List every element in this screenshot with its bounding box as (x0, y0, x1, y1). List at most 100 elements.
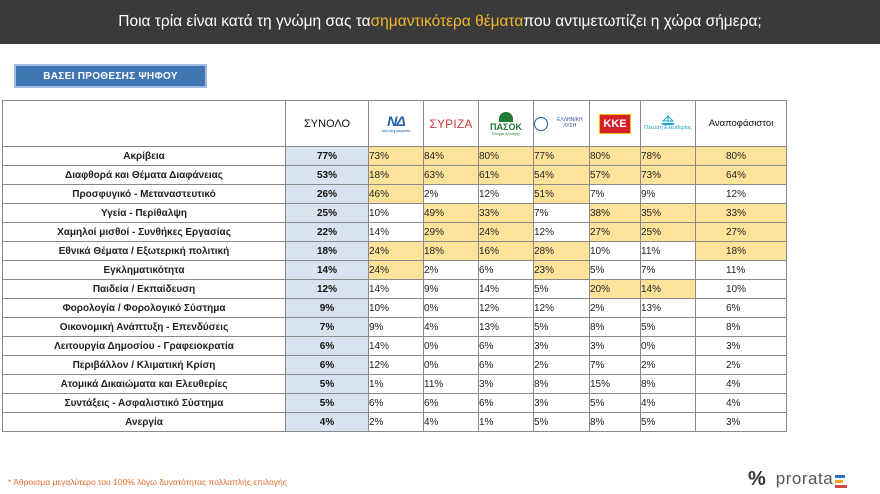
undecided-header: Αναποφάσιστοι (695, 100, 787, 147)
table-row: Εγκληματικότητα 14% 24% 2% 6% 23% 5% 7% 11% (2, 260, 787, 280)
nd-logo-sub: Νέα Δημοκρατία (381, 128, 411, 133)
elliniki-lysi-emblem-icon (534, 116, 548, 131)
value-cell: 6% (478, 355, 534, 375)
value-cell: 49% (423, 203, 479, 223)
value-cell: 78% (640, 146, 696, 166)
pasok-logo-icon: ΠΑΣΟΚ (490, 121, 522, 132)
value-cell: 61% (478, 165, 534, 185)
value-cell: 8% (640, 374, 696, 394)
total-cell: 7% (285, 317, 369, 337)
value-cell: 10% (368, 298, 424, 318)
value-cell: 18% (368, 165, 424, 185)
value-cell: 64% (695, 165, 787, 185)
value-cell: 77% (533, 146, 590, 166)
value-cell: 4% (695, 374, 787, 394)
value-cell: 3% (589, 336, 641, 356)
value-cell: 4% (423, 317, 479, 337)
table-row: Παιδεία / Εκπαίδευση 12% 14% 9% 14% 5% 20% 14% 1… (2, 279, 787, 299)
value-cell: 0% (423, 336, 479, 356)
value-cell: 12% (695, 184, 787, 204)
value-cell: 8% (589, 317, 641, 337)
brand-name: prorata (775, 469, 834, 488)
pasok-logo-sub: Κίνημα Αλλαγής (491, 130, 521, 136)
value-cell: 3% (533, 393, 590, 413)
value-cell: 28% (533, 241, 590, 261)
value-cell: 2% (589, 298, 641, 318)
brand-bars-icon (835, 474, 848, 488)
syriza-logo-icon: ΣΥΡΙΖΑ (429, 116, 473, 131)
value-cell: 5% (533, 412, 590, 432)
value-cell: 5% (589, 393, 641, 413)
table-row: Ακρίβεια 77% 73% 84% 80% 77% 80% 78% 80% (2, 146, 787, 166)
plefsi-logo-icon: Πλεύση Ελευθερίας (644, 125, 692, 132)
row-label: Περιβάλλον / Κλιματική Κρίση (2, 355, 286, 375)
value-cell: 2% (695, 355, 787, 375)
value-cell: 12% (478, 298, 534, 318)
row-label: Ακρίβεια (2, 146, 286, 166)
party-header-kke: ΚΚΕ (589, 100, 641, 147)
value-cell: 11% (640, 241, 696, 261)
total-cell: 5% (285, 374, 369, 394)
value-cell: 46% (368, 184, 424, 204)
value-cell: 12% (368, 355, 424, 375)
title-pre: Ποια τρία είναι κατά τη γνώμη σας τα (118, 13, 371, 30)
value-cell: 6% (478, 260, 534, 280)
table-row: Συντάξεις - Ασφαλιστικό Σύστημα 5% 6% 6% 6% 3… (2, 393, 787, 413)
nd-logo-icon: ΝΔ (387, 113, 405, 129)
value-cell: 4% (423, 412, 479, 432)
value-cell: 23% (533, 260, 590, 280)
value-cell: 5% (640, 317, 696, 337)
value-cell: 11% (695, 260, 787, 280)
value-cell: 24% (368, 260, 424, 280)
value-cell: 8% (695, 317, 787, 337)
row-label: Φορολογία / Φορολογικό Σύστημα (2, 298, 286, 318)
value-cell: 24% (368, 241, 424, 261)
value-cell: 25% (640, 222, 696, 242)
value-cell: 38% (589, 203, 641, 223)
value-cell: 18% (423, 241, 479, 261)
pasok-sun-icon (499, 111, 513, 122)
value-cell: 2% (368, 412, 424, 432)
value-cell: 2% (423, 184, 479, 204)
table-row: Οικονομική Ανάπτυξη - Επενδύσεις 7% 9% 4% 13… (2, 317, 787, 337)
value-cell: 6% (478, 393, 534, 413)
total-cell: 22% (285, 222, 369, 242)
table-row: Λειτουργία Δημοσίου - Γραφειοκρατία 6% 14%… (2, 336, 787, 356)
value-cell: 35% (640, 203, 696, 223)
footnote: * Άθροισμα μεγαλύτερο του 100% λόγω δυνα… (8, 477, 287, 487)
party-header-elliniki-lysi: ΕΛΛΗΝΙΚΗ ΛΥΣΗ (533, 100, 590, 147)
row-label: Παιδεία / Εκπαίδευση (2, 279, 286, 299)
value-cell: 3% (695, 336, 787, 356)
value-cell: 80% (695, 146, 787, 166)
prorata-logo: % prorata (748, 466, 848, 492)
table-header-row: ΣΥΝΟΛΟ ΝΔ Νέα Δημοκρατία ΣΥΡΙΖΑ ΠΑΣΟΚ Κί… (2, 100, 787, 147)
value-cell: 14% (368, 279, 424, 299)
value-cell: 51% (533, 184, 590, 204)
party-header-pasok: ΠΑΣΟΚ Κίνημα Αλλαγής (478, 100, 534, 147)
value-cell: 12% (478, 184, 534, 204)
total-cell: 25% (285, 203, 369, 223)
total-cell: 6% (285, 336, 369, 356)
total-cell: 26% (285, 184, 369, 204)
value-cell: 0% (640, 336, 696, 356)
value-cell: 33% (478, 203, 534, 223)
value-cell: 29% (423, 222, 479, 242)
total-cell: 53% (285, 165, 369, 185)
value-cell: 0% (423, 298, 479, 318)
row-label: Εγκληματικότητα (2, 260, 286, 280)
row-label: Υγεία - Περίθαλψη (2, 203, 286, 223)
value-cell: 7% (589, 355, 641, 375)
value-cell: 2% (423, 260, 479, 280)
value-cell: 5% (589, 260, 641, 280)
value-cell: 10% (589, 241, 641, 261)
row-label: Προσφυγικό - Μεταναστευτικό (2, 184, 286, 204)
value-cell: 15% (589, 374, 641, 394)
value-cell: 7% (640, 260, 696, 280)
row-label: Ατομικά Δικαιώματα και Ελευθερίες (2, 374, 286, 394)
vote-intention-basis-button[interactable]: ΒΑΣΕΙ ΠΡΟΘΕΣΗΣ ΨΗΦΟΥ (14, 64, 207, 88)
value-cell: 4% (640, 393, 696, 413)
value-cell: 14% (640, 279, 696, 299)
value-cell: 7% (589, 184, 641, 204)
value-cell: 6% (368, 393, 424, 413)
plefsi-ship-icon (660, 115, 675, 126)
